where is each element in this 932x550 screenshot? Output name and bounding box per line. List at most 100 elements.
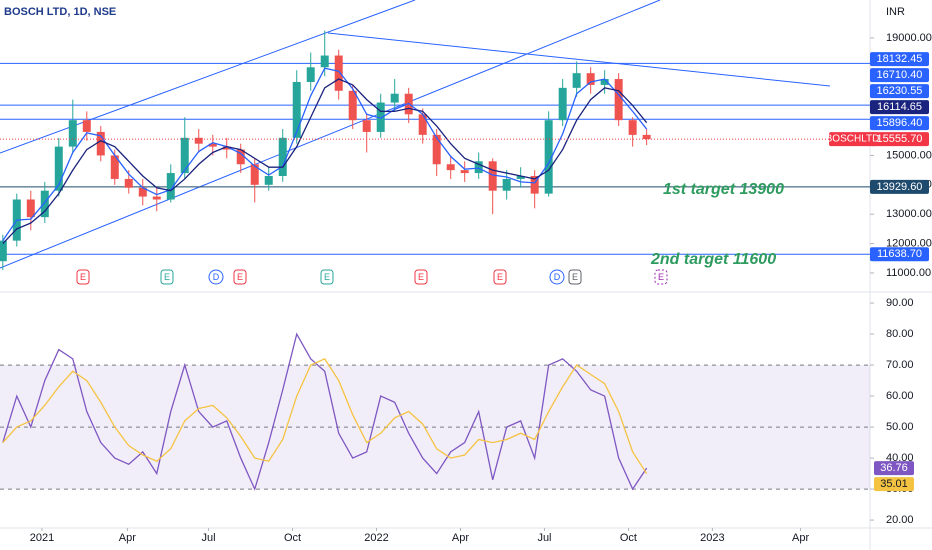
price-label-box xyxy=(870,52,929,67)
event-marker xyxy=(320,269,334,285)
candle-body xyxy=(40,190,49,218)
event-label: E xyxy=(80,272,86,282)
candle-body xyxy=(502,178,511,191)
candle-body xyxy=(628,120,637,135)
x-tick-label: Oct xyxy=(284,532,301,544)
candle-body xyxy=(264,175,273,185)
candle-body xyxy=(418,114,427,135)
candle-body xyxy=(278,137,287,176)
y-tick-label: 70.00 xyxy=(886,359,914,371)
event-label: E xyxy=(324,272,330,282)
price-label: 16230.55 xyxy=(877,85,923,97)
annotation: 1st target 13900 xyxy=(663,181,784,198)
x-tick-label: Apr xyxy=(792,532,809,544)
candle-body xyxy=(362,120,371,132)
rsi-label: 35.01 xyxy=(880,478,908,490)
y-tick-label: 20.00 xyxy=(886,514,914,526)
trend-line xyxy=(0,0,661,269)
candle-body xyxy=(152,196,161,200)
x-tick-label: 2022 xyxy=(364,532,388,544)
candle-body xyxy=(390,93,399,103)
y-tick-label: 80.00 xyxy=(886,328,914,340)
rsi-label: 36.76 xyxy=(880,462,908,474)
x-tick-label: Apr xyxy=(119,532,136,544)
candle-body xyxy=(614,79,623,121)
candle-body xyxy=(530,175,539,194)
event-marker xyxy=(208,269,224,285)
event-label: E xyxy=(237,272,243,282)
candle-body xyxy=(432,134,441,165)
price-label: 15555.70 xyxy=(877,133,923,145)
price-label: 15896.40 xyxy=(877,117,923,129)
candle-body xyxy=(572,73,581,88)
y-tick-label: 15000.00 xyxy=(886,149,932,161)
candle-body xyxy=(376,102,385,132)
event-label: E xyxy=(572,272,578,282)
candle-body xyxy=(544,120,553,194)
event-marker xyxy=(76,269,90,285)
candle-body xyxy=(642,134,651,140)
event-marker xyxy=(493,269,507,285)
chart-title: BOSCH LTD, 1D, NSE xyxy=(4,6,116,18)
candle-body xyxy=(124,178,133,188)
candle-body xyxy=(138,187,147,197)
price-label: 16114.65 xyxy=(877,101,922,113)
price-label-box xyxy=(870,68,929,83)
x-tick-label: Jul xyxy=(202,532,216,544)
candle-body xyxy=(26,199,35,218)
y-tick-label: 13000.00 xyxy=(886,208,932,220)
x-tick-label: Apr xyxy=(452,532,469,544)
y-tick-label: 40.00 xyxy=(886,452,914,464)
rsi-ma-line xyxy=(2,358,648,474)
event-label: E xyxy=(497,272,503,282)
y-axis-label: INR xyxy=(886,6,905,18)
y-tick-label: 19000.00 xyxy=(886,32,932,44)
price-label: 11638.70 xyxy=(877,248,922,260)
candle-body xyxy=(348,90,357,121)
candle-body xyxy=(558,87,567,121)
rsi-line xyxy=(2,332,648,491)
candle-body xyxy=(250,164,259,185)
event-label: E xyxy=(418,272,424,282)
candle-body xyxy=(474,161,483,174)
candle-body xyxy=(166,173,175,200)
y-tick-label: 50.00 xyxy=(886,421,914,433)
candle-body xyxy=(110,155,119,179)
candle-body xyxy=(194,137,203,144)
candle-body xyxy=(54,146,63,191)
price-label-box xyxy=(870,132,929,147)
price-label: 13929.60 xyxy=(877,181,923,193)
candle-body xyxy=(446,164,455,171)
x-tick-label: Oct xyxy=(620,532,637,544)
event-label: E xyxy=(658,272,664,282)
candle-body xyxy=(292,81,301,138)
event-marker xyxy=(654,269,668,285)
candle-body xyxy=(460,170,469,174)
price-label-box xyxy=(870,179,929,194)
candle-body xyxy=(222,146,231,150)
y-tick-label: 90.00 xyxy=(886,297,914,309)
candle-body xyxy=(586,73,595,85)
candle-body xyxy=(488,161,497,191)
price-label-box xyxy=(870,116,929,131)
price-label-box xyxy=(870,84,929,99)
y-tick-label: 12000.00 xyxy=(886,237,932,249)
candle-body xyxy=(208,143,217,147)
event-marker xyxy=(568,269,582,285)
event-label: D xyxy=(554,272,561,282)
x-tick-label: Jul xyxy=(537,532,551,544)
candle-body xyxy=(180,137,189,174)
event-label: E xyxy=(164,272,170,282)
y-tick-label: 60.00 xyxy=(886,390,914,402)
symbol-label: BOSCHLTD xyxy=(826,134,880,145)
candle-body xyxy=(0,240,7,262)
annotation: 2nd target 11600 xyxy=(650,251,776,268)
rsi-label-box xyxy=(874,461,914,476)
candle-body xyxy=(516,175,525,179)
x-tick-label: 2023 xyxy=(700,532,724,544)
symbol-label-box xyxy=(829,132,876,147)
moving-average xyxy=(2,78,648,245)
price-label-box xyxy=(870,100,929,115)
